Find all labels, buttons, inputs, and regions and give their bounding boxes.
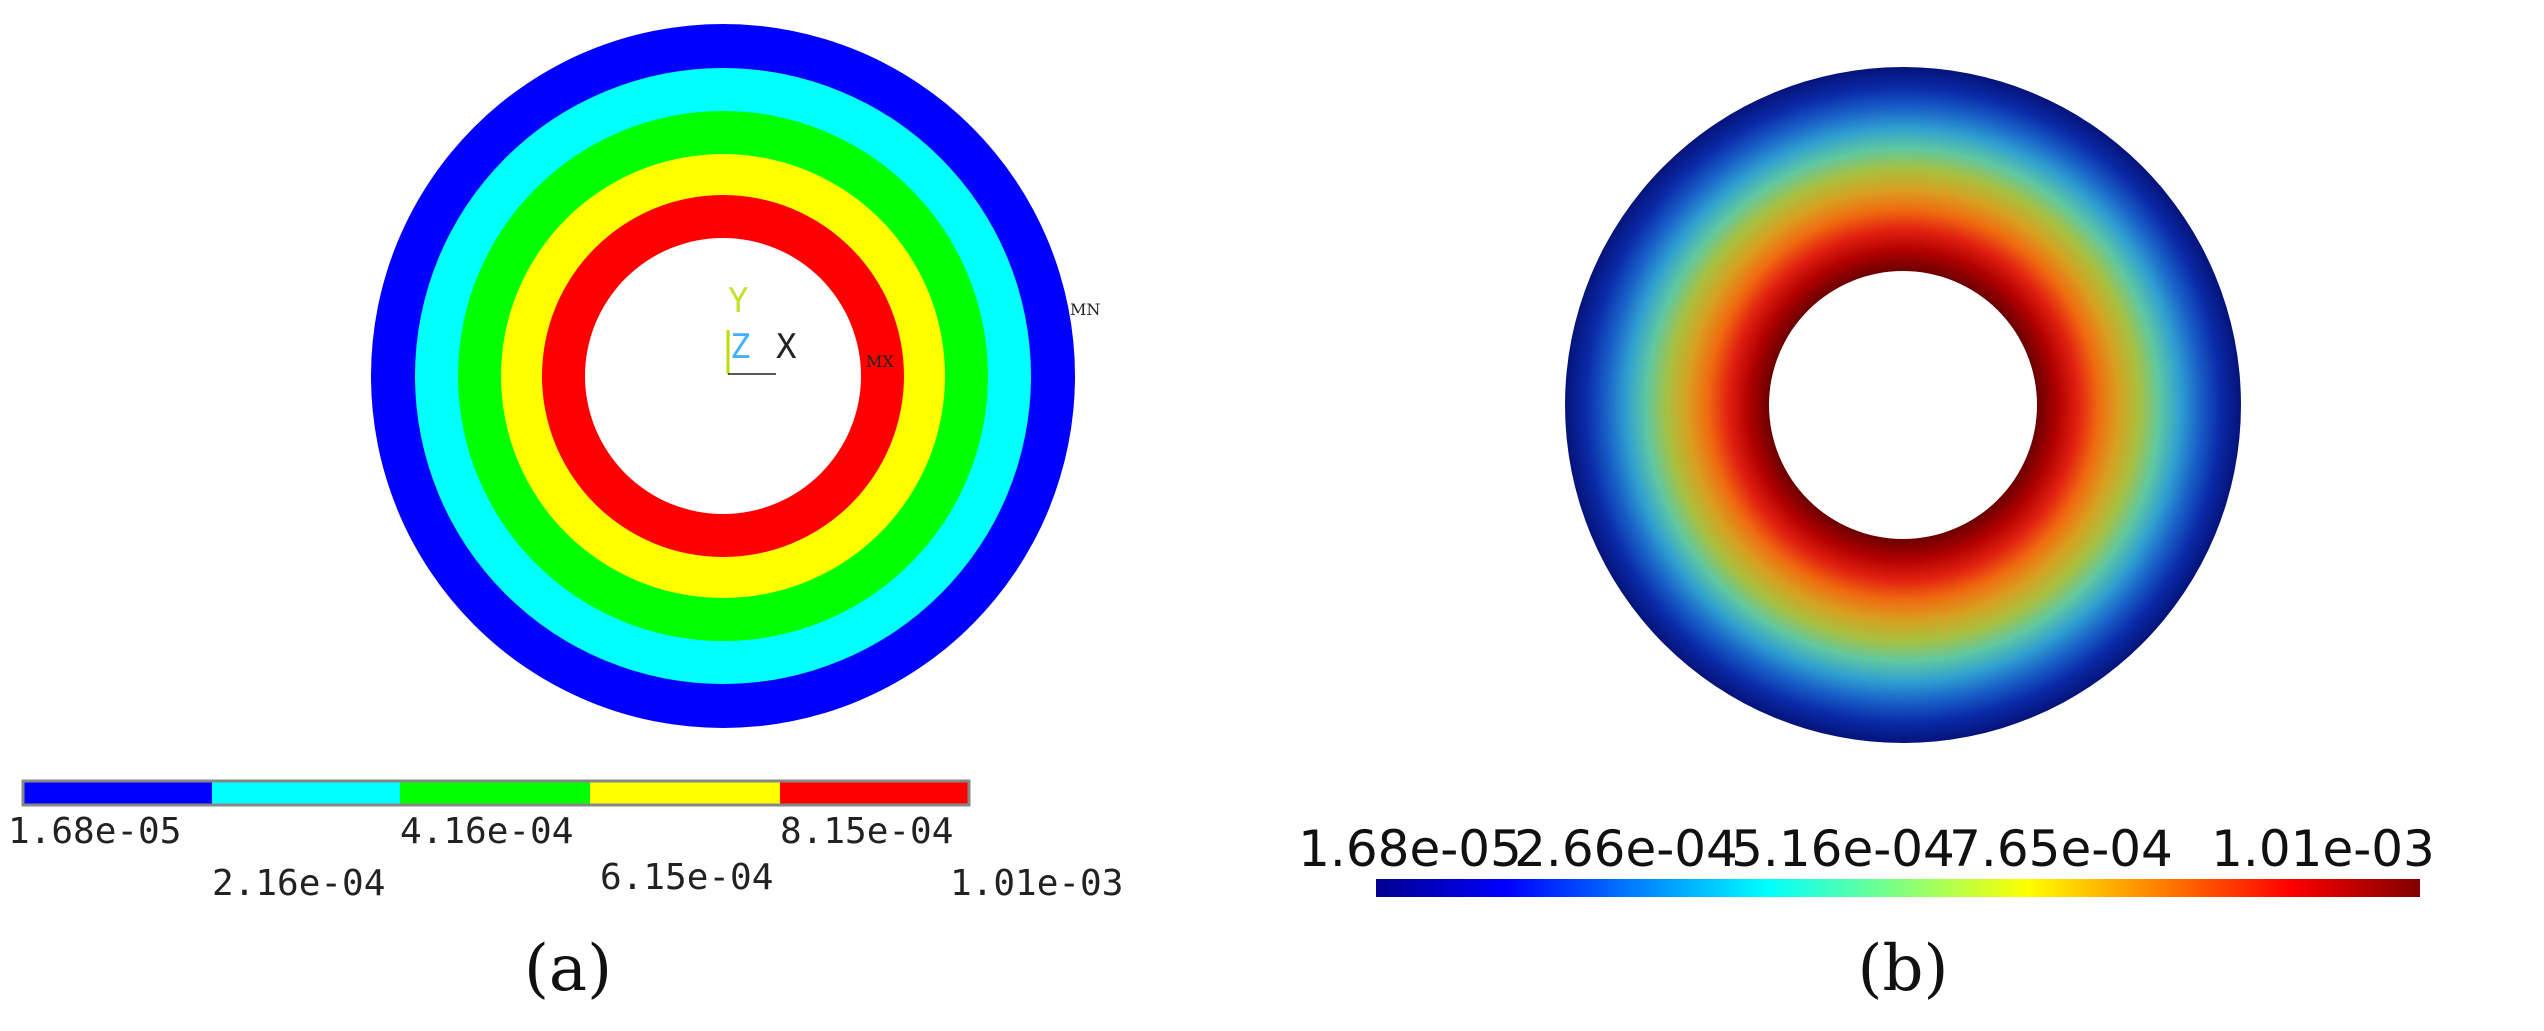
legend-border — [21, 779, 971, 807]
legend-label-6: 1.01e-03 — [950, 863, 1123, 904]
colorbar-label-2: 2.66e-04 — [1514, 820, 1738, 878]
max-marker: MX — [866, 352, 894, 371]
panel-a: Y Z X MX MN 1.68e-05 4.16e-04 8.15e-04 2… — [8, 24, 1123, 1006]
colorbar-label-4: 7.65e-04 — [1949, 820, 2173, 878]
colorbar-label-1: 1.68e-05 — [1298, 820, 1522, 878]
legend-label-3: 4.16e-04 — [400, 811, 573, 852]
legend-label-1: 1.68e-05 — [8, 811, 181, 852]
smooth-contour-plot — [1565, 67, 2241, 743]
triad-z-label: Z — [730, 327, 750, 367]
legend-bar — [21, 779, 971, 807]
triad-x-label: X — [776, 327, 797, 367]
panel-b: 1.68e-05 2.66e-04 5.16e-04 7.65e-04 1.01… — [1272, 0, 2544, 1031]
contour-plot — [371, 24, 1075, 728]
colorbar-label-5: 1.01e-03 — [2211, 820, 2435, 878]
caption-a: (a) — [524, 932, 612, 1006]
legend-label-4: 6.15e-04 — [600, 857, 773, 898]
inner-hole — [585, 238, 861, 514]
colorbar-label-3: 5.16e-04 — [1731, 820, 1955, 878]
legend-swatch-1 — [24, 782, 212, 804]
panel-b-canvas: 1.68e-05 2.66e-04 5.16e-04 7.65e-04 1.01… — [1298, 67, 2435, 1006]
legend-swatch-4 — [590, 782, 780, 804]
triad-y-label: Y — [728, 281, 748, 321]
colorbar-labels: 1.68e-05 2.66e-04 5.16e-04 7.65e-04 1.01… — [1298, 820, 2435, 878]
legend-labels: 1.68e-05 4.16e-04 8.15e-04 2.16e-04 6.15… — [8, 811, 1123, 904]
caption-b: (b) — [1858, 932, 1949, 1006]
legend-swatch-2 — [212, 782, 400, 804]
colorbar — [1376, 879, 2420, 897]
panel-a-canvas: Y Z X MX MN 1.68e-05 4.16e-04 8.15e-04 2… — [8, 24, 1123, 1006]
inner-hole — [1769, 271, 2037, 539]
legend-swatch-3 — [400, 782, 590, 804]
min-marker: MN — [1070, 300, 1100, 319]
legend-label-2: 2.16e-04 — [212, 863, 385, 904]
axis-triad: Y Z X — [726, 281, 797, 375]
legend-swatch-5 — [780, 782, 968, 804]
legend-label-5: 8.15e-04 — [780, 811, 953, 852]
